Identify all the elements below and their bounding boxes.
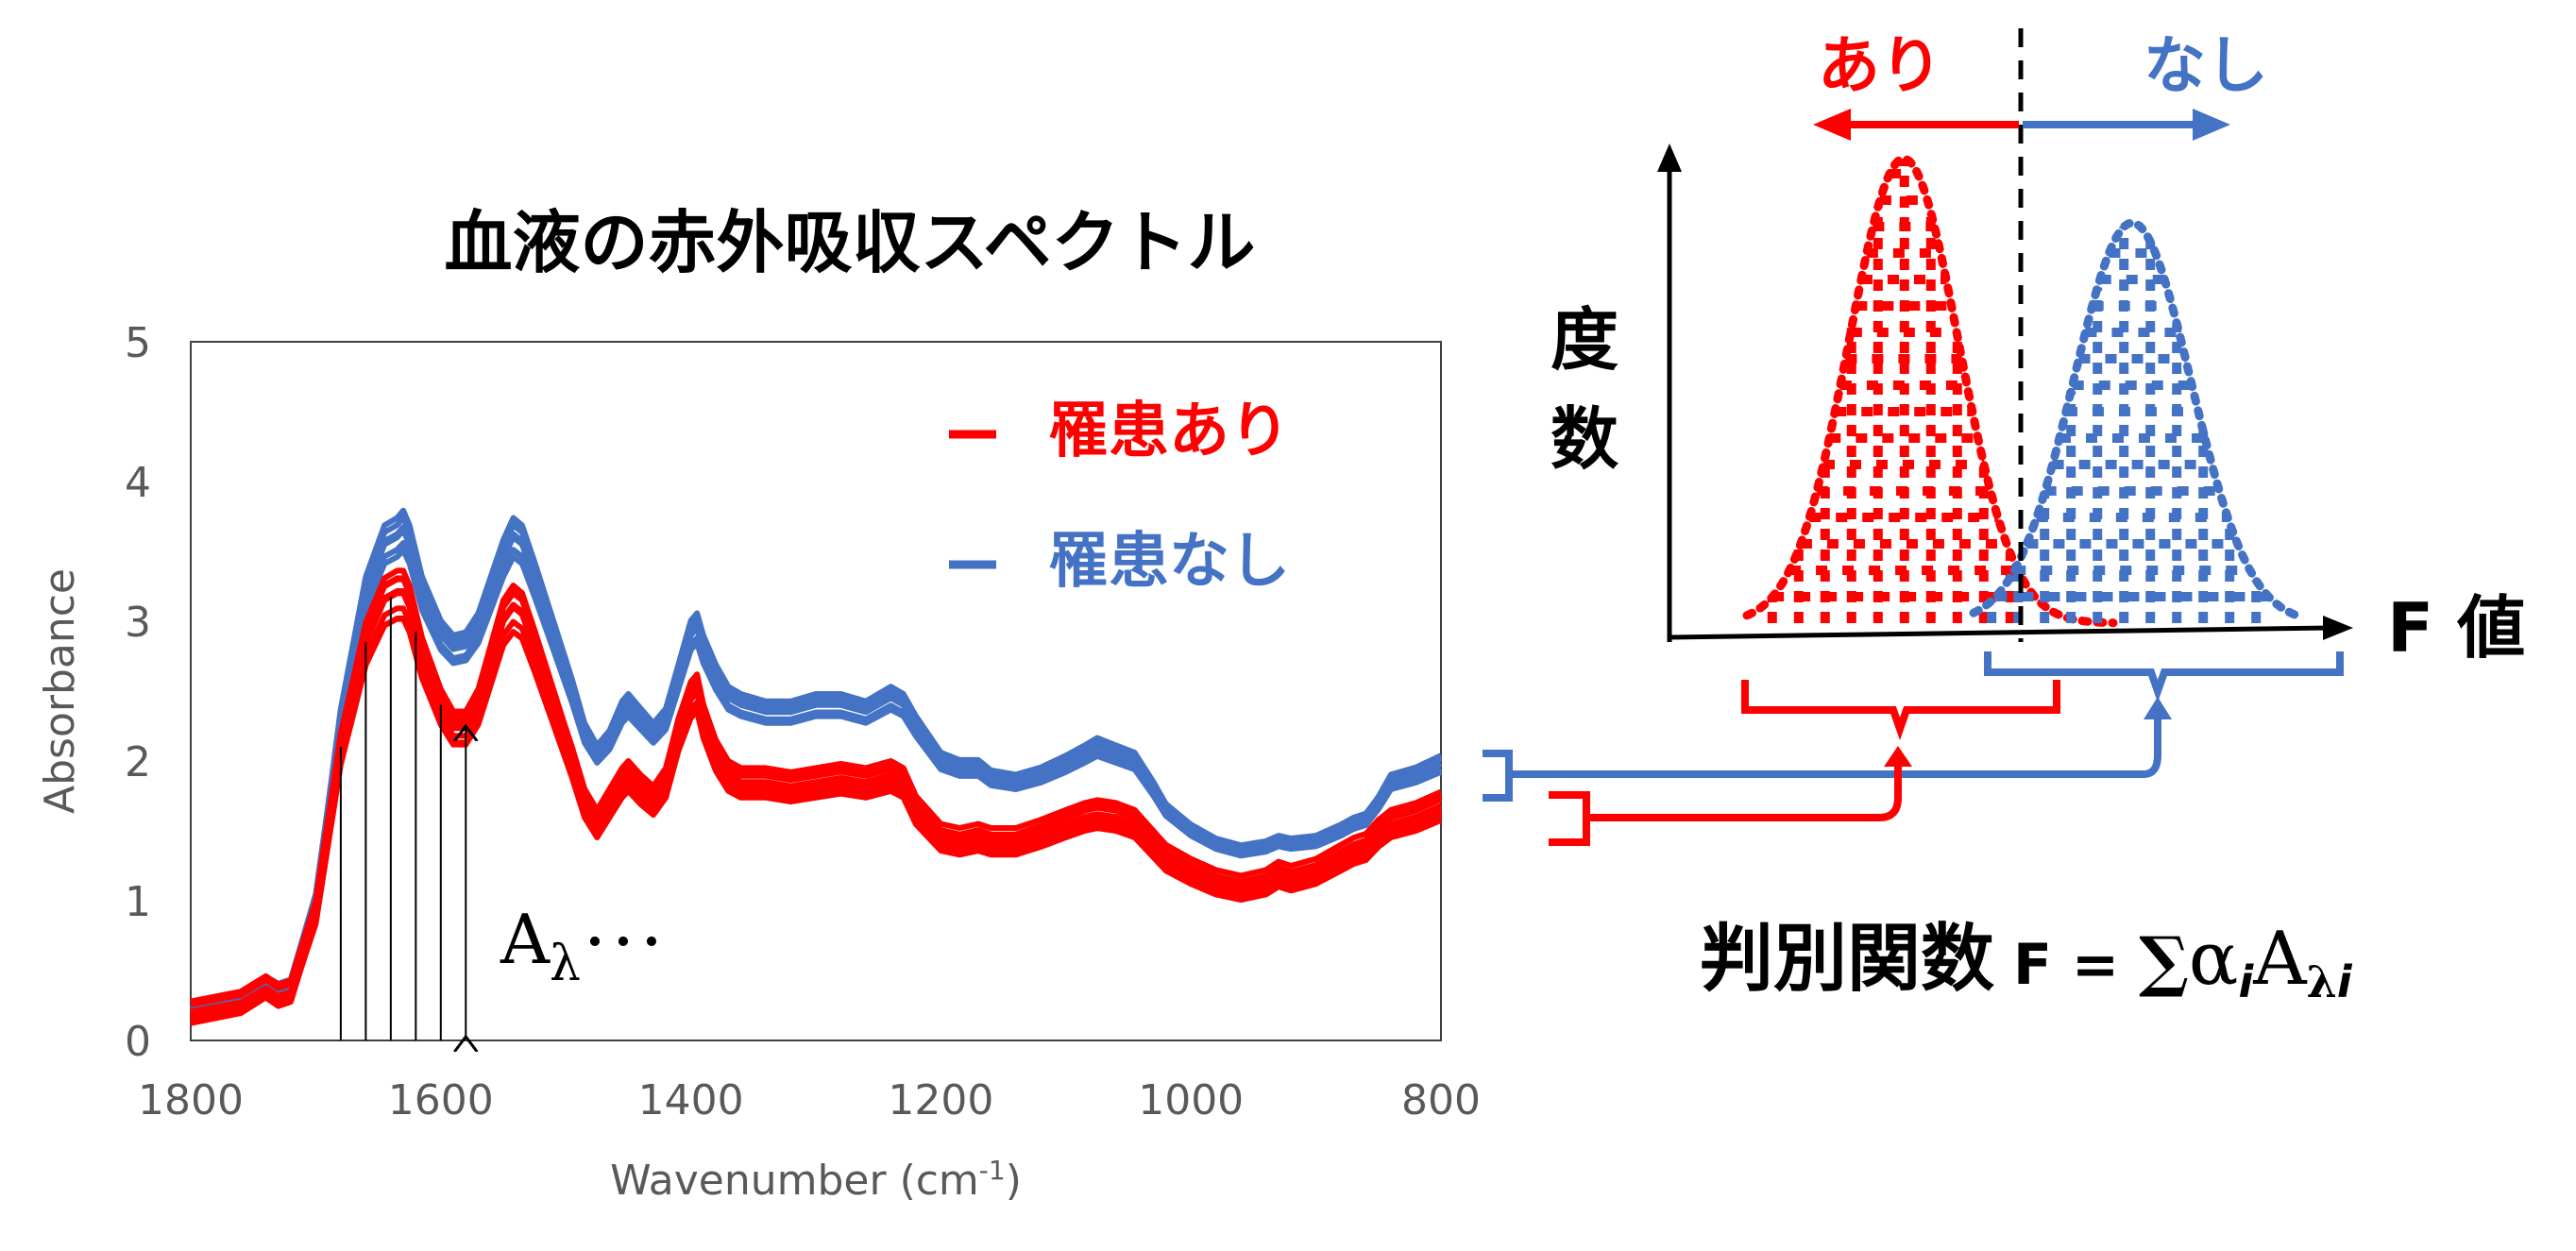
spectrum-line-red <box>190 616 1443 1023</box>
spectrum-line-red <box>190 576 1443 1005</box>
y-tick-label: 3 <box>125 599 151 647</box>
y-tick-label: 5 <box>125 319 151 367</box>
legend-label-red: 罹患あり <box>1048 397 1290 466</box>
hist-outline <box>1742 154 2118 628</box>
hist-red-distribution <box>1742 154 2118 628</box>
spectrum-line-red <box>190 590 1443 1019</box>
y-tick-label: 2 <box>125 738 151 786</box>
histogram: 度 数 F 値 あり なし <box>1551 28 2525 741</box>
y-axis-label: Absorbance <box>36 568 84 814</box>
x-tick-label: 1000 <box>1138 1076 1244 1124</box>
y-axis-ticks: 0 1 2 3 4 5 <box>125 319 151 1066</box>
hist-y-label-1: 度 <box>1551 300 1618 380</box>
y-tick-label: 4 <box>125 459 151 507</box>
red-connector-head <box>1884 746 1912 767</box>
spectrum-line-red <box>190 616 1443 1015</box>
y-tick-label: 0 <box>125 1018 151 1066</box>
arrow-right-blue-head <box>2193 109 2230 141</box>
x-tick-label: 1800 <box>138 1076 244 1124</box>
spectra-lines <box>190 507 1443 1026</box>
spectrum-line-red <box>190 605 1443 1017</box>
spectrum-line-red <box>190 589 1443 1026</box>
label-nashi: なし <box>2144 29 2268 102</box>
hist-blue-distribution <box>1969 218 2299 623</box>
formula: 判別関数 F = ∑αiAλi <box>1700 917 2353 1007</box>
wavenumber-markers <box>339 597 466 1040</box>
hist-x-axis <box>1667 625 2333 640</box>
legend: 罹患あり 罹患なし <box>949 397 1290 597</box>
blue-connector <box>1530 718 2161 778</box>
plot-area-border <box>190 341 1442 1041</box>
y-tick-label: 1 <box>125 878 151 926</box>
hist-y-label-2: 数 <box>1551 399 1618 479</box>
absorbance-annotation: Aλ･･･ <box>500 900 666 992</box>
hist-x-axis-arrow <box>2323 616 2353 640</box>
x-tick-label: 800 <box>1401 1076 1481 1124</box>
x-tick-label: 1200 <box>888 1076 993 1124</box>
blue-connector-head <box>2144 697 2172 719</box>
spectra-brackets <box>1483 697 2172 846</box>
hist-y-axis-arrow <box>1657 144 1682 172</box>
red-curly-brace <box>1741 680 2060 741</box>
blue-curly-brace <box>1984 651 2344 703</box>
legend-label-blue: 罹患なし <box>1048 527 1290 597</box>
label-ari: あり <box>1818 29 1942 102</box>
red-connector <box>1607 765 1902 821</box>
spectrum-line-blue <box>190 524 1443 1007</box>
chart-title: 血液の赤外吸収スペクトル <box>445 203 1256 282</box>
x-tick-label: 1600 <box>388 1076 494 1124</box>
x-axis-label: Wavenumber (cm-1) <box>610 1155 1022 1205</box>
x-tick-label: 1400 <box>638 1076 744 1124</box>
hist-x-label: F 値 <box>2387 588 2525 668</box>
spectrum-line-blue <box>190 547 1443 1011</box>
red-bracket <box>1549 791 1607 846</box>
arrow-left-red-head <box>1813 109 1851 141</box>
blue-bracket <box>1483 750 1530 802</box>
x-axis-ticks: 1800 1600 1400 1200 1000 800 <box>138 1076 1481 1124</box>
